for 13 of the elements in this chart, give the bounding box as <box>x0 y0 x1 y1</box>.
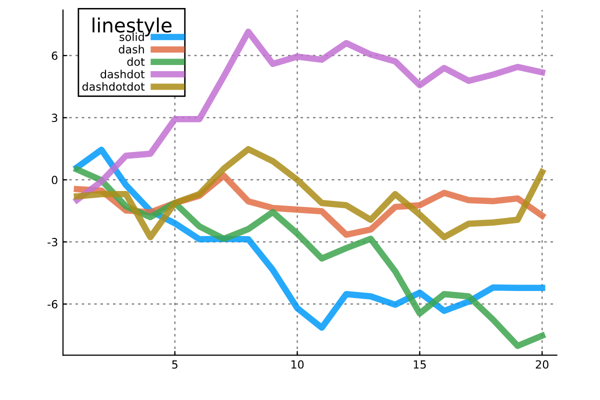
legend-label: dashdotdot <box>82 82 145 91</box>
x-tick-label: 15 <box>414 360 426 369</box>
legend-label: dashdot <box>100 70 145 78</box>
x-tick-label: 5 <box>172 360 178 369</box>
x-tick-label: 20 <box>536 360 548 369</box>
y-tick-label: 3 <box>52 114 58 122</box>
y-tick-label: -3 <box>48 238 58 246</box>
legend-label: dot <box>127 57 145 66</box>
y-tick-label: 6 <box>52 52 58 60</box>
y-tick-label: 0 <box>52 176 58 184</box>
y-tick-label: -6 <box>48 300 58 308</box>
legend-label: dash <box>118 44 144 54</box>
x-tick-label: 10 <box>291 360 304 369</box>
